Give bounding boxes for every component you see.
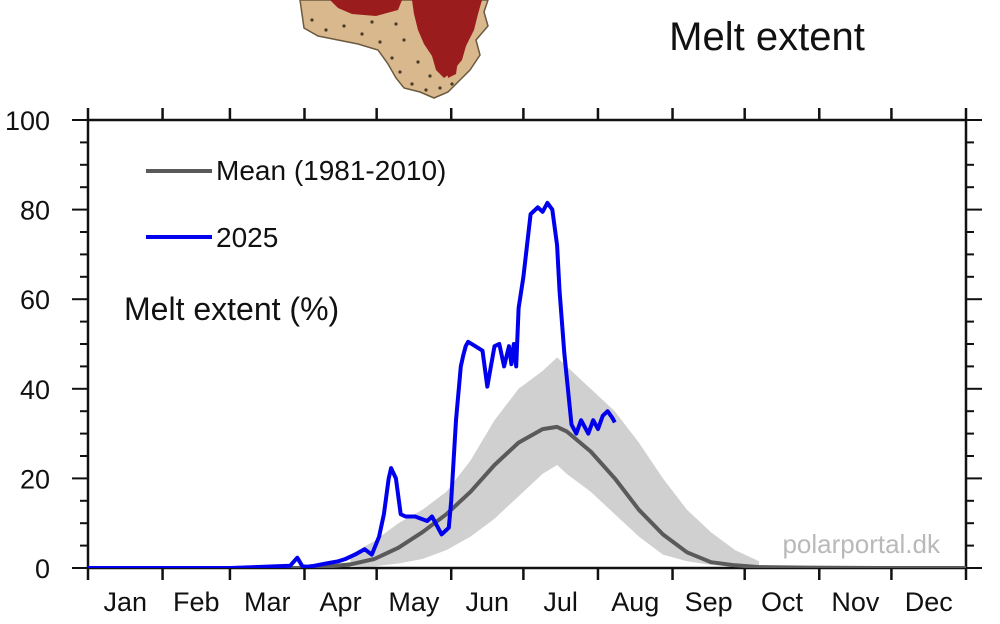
y-tick-label: 20: [20, 464, 50, 494]
year-2025-line: [88, 200, 617, 568]
x-tick-label-nov: Nov: [831, 587, 880, 617]
y-axis-label: Melt extent (%): [124, 291, 339, 327]
chart-title: Melt extent: [669, 15, 865, 59]
greenland-melt-map: [299, 0, 489, 99]
x-tick-label-apr: Apr: [320, 587, 362, 617]
y-tick-label: 100: [5, 106, 50, 136]
legend-2025-label: 2025: [216, 222, 278, 253]
x-tick-label-oct: Oct: [761, 587, 804, 617]
mean-1981-2010-line: [88, 424, 966, 568]
x-tick-label-mar: Mar: [244, 587, 291, 617]
y-tick-label: 0: [35, 554, 50, 584]
x-tick-label-feb: Feb: [173, 587, 220, 617]
legend-mean-label: Mean (1981-2010): [216, 155, 446, 186]
x-tick-label-jan: Jan: [104, 587, 148, 617]
watermark: polarportal.dk: [782, 529, 941, 559]
x-tick-label-jul: Jul: [543, 587, 578, 617]
x-tick-label-may: May: [388, 587, 440, 617]
y-tick-label: 60: [20, 285, 50, 315]
x-tick-label-jun: Jun: [466, 587, 510, 617]
x-tick-label-aug: Aug: [611, 587, 659, 617]
y-tick-label: 40: [20, 375, 50, 405]
x-tick-label-dec: Dec: [905, 587, 953, 617]
plot-frame: [86, 118, 968, 570]
y-tick-label: 80: [20, 196, 50, 226]
legend: Mean (1981-2010) 2025: [146, 155, 446, 253]
y-tick-labels: 0 20 40 60 80 100: [5, 106, 50, 584]
x-month-labels: Jan Feb Mar Apr May Jun Jul Aug Sep Oct Nov Dec: [104, 587, 953, 617]
mean-range-band: [350, 357, 760, 568]
x-tick-label-sep: Sep: [685, 587, 733, 617]
axis-ticks: [72, 108, 982, 580]
